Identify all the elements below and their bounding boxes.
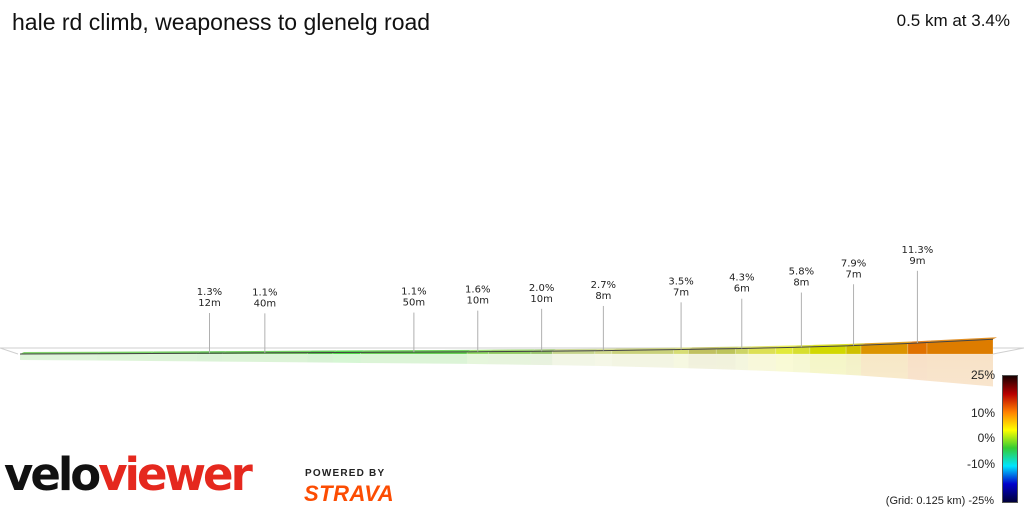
segment-length-label: 8m	[793, 278, 809, 289]
logo-velo: velo	[4, 448, 101, 501]
baseline-left	[0, 347, 19, 355]
segment-length-label: 8m	[595, 291, 611, 302]
profile-segment	[792, 346, 811, 355]
segment-grade-label: 1.3%	[197, 287, 222, 298]
powered-by-label: POWERED BY	[305, 468, 386, 479]
profile-outline	[19, 338, 994, 355]
profile-segment	[715, 348, 736, 355]
segment-grade-label: 3.5%	[668, 276, 693, 287]
reflection-fade	[0, 354, 1000, 512]
segment-length-label: 40m	[254, 298, 276, 309]
climb-title: hale rd climb, weaponess to glenelg road	[12, 9, 431, 35]
segment-length-label: 50m	[403, 298, 425, 309]
segment-grade-label: 5.8%	[789, 267, 814, 278]
scale-label-neg10: -10%	[966, 457, 995, 471]
baseline-right	[992, 347, 1024, 355]
segment-length-label: 7m	[845, 269, 861, 280]
profile-segments	[19, 337, 997, 355]
scale-label-max: 25%	[970, 368, 995, 382]
segment-length-label: 10m	[467, 296, 489, 307]
segment-length-label: 12m	[198, 298, 220, 309]
segment-length-label: 7m	[673, 287, 689, 298]
segment-grade-label: 2.7%	[591, 280, 616, 291]
segment-grade-label: 1.1%	[252, 287, 277, 298]
profile-segment	[735, 348, 749, 355]
profile-segment	[775, 347, 794, 355]
profile-segment	[907, 342, 928, 355]
grid-note: (Grid: 0.125 km) -25%	[885, 495, 994, 507]
segment-labels: 1.3%12m1.1%40m1.1%50m1.6%10m2.0%10m2.7%8…	[197, 245, 934, 354]
segment-grade-label: 2.0%	[529, 283, 554, 294]
veloviewer-logo: veloviewer	[4, 452, 253, 497]
segment-grade-label: 1.1%	[401, 287, 426, 298]
strava-logo: STRAVA	[304, 481, 395, 506]
profile-segment	[845, 344, 862, 355]
segment-grade-label: 1.6%	[465, 285, 490, 296]
profile-reflection	[0, 354, 1000, 512]
scale-label-10: 10%	[970, 406, 995, 420]
segment-length-label: 9m	[909, 256, 925, 267]
segment-grade-label: 11.3%	[902, 245, 934, 256]
segment-length-label: 6m	[734, 284, 750, 295]
segment-grade-label: 7.9%	[841, 258, 866, 269]
climb-summary: 0.5 km at 3.4%	[896, 11, 1010, 30]
segment-grade-label: 4.3%	[729, 273, 754, 284]
scale-label-0: 0%	[977, 431, 995, 445]
logo-viewer: viewer	[98, 448, 253, 501]
segment-length-label: 10m	[530, 294, 552, 305]
gradient-color-scale	[1002, 375, 1018, 503]
